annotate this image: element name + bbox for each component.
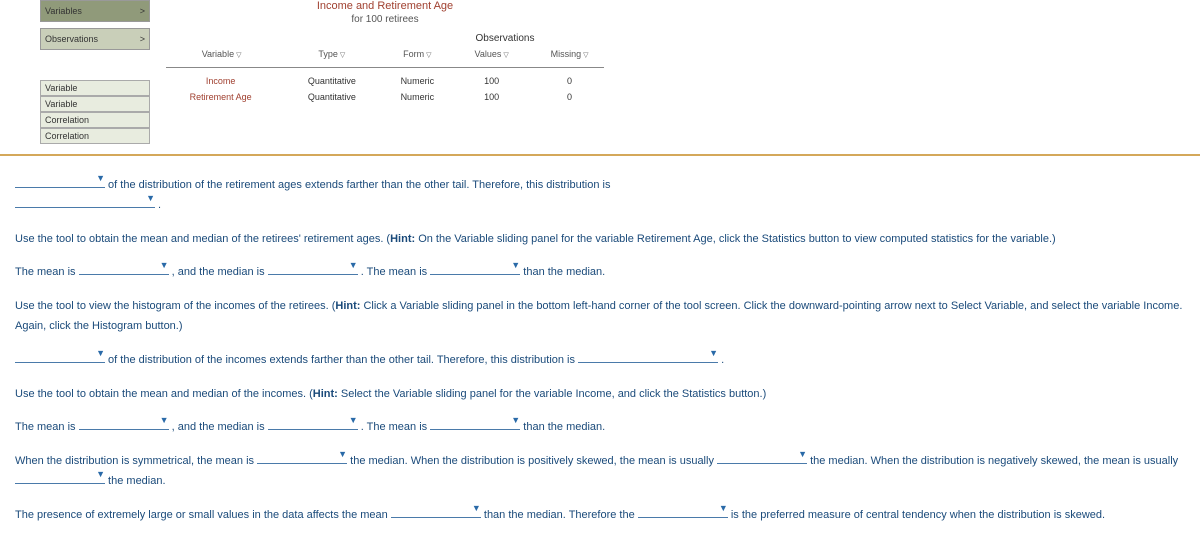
dropdown-affects[interactable]	[391, 517, 481, 518]
left-panel-stack: Variables > Observations >	[40, 0, 150, 50]
observations-panel-handle[interactable]: Observations >	[40, 28, 150, 50]
dropdown-preferred[interactable]	[638, 517, 728, 518]
dropdown-median-income[interactable]	[268, 429, 358, 430]
chevron-right-icon: >	[140, 34, 145, 44]
hint-label: Hint:	[335, 300, 360, 312]
variables-label: Variables	[45, 6, 82, 16]
variables-panel-handle[interactable]: Variables >	[40, 0, 150, 22]
hint-label: Hint:	[313, 388, 338, 400]
tool-viewer: Variables > Observations > Variable Vari…	[0, 0, 1200, 156]
col-values[interactable]: Values▽	[454, 46, 529, 62]
data-summary-panel: Income and Retirement Age for 100 retire…	[160, 0, 610, 144]
question-content: of the distribution of the retirement ag…	[0, 156, 1200, 560]
variables-table: Variable▽ Type▽ Form▽ Values▽ Missing▽ I…	[160, 46, 610, 105]
dropdown-tail-income[interactable]	[15, 362, 105, 363]
col-type[interactable]: Type▽	[283, 46, 380, 62]
table-row: Income Quantitative Numeric 100 0	[160, 73, 610, 89]
col-form[interactable]: Form▽	[380, 46, 454, 62]
correlation-slot[interactable]: Correlation	[40, 112, 150, 128]
variable-slot[interactable]: Variable	[40, 96, 150, 112]
col-missing[interactable]: Missing▽	[529, 46, 610, 62]
dropdown-compare-income[interactable]	[430, 429, 520, 430]
dataset-subtitle: for 100 retirees	[160, 14, 610, 25]
variable-link-retirement-age[interactable]: Retirement Age	[160, 89, 283, 105]
dropdown-mean-retirement[interactable]	[79, 274, 169, 275]
correlation-slot[interactable]: Correlation	[40, 128, 150, 144]
dropdown-negative-skew[interactable]	[15, 483, 105, 484]
bottom-panel-stack: Variable Variable Correlation Correlatio…	[40, 80, 150, 144]
dropdown-positive-skew[interactable]	[717, 463, 807, 464]
dropdown-skew-income[interactable]	[578, 362, 718, 363]
chevron-right-icon: >	[140, 6, 145, 16]
dropdown-skew-retirement[interactable]	[15, 207, 155, 208]
table-row: Retirement Age Quantitative Numeric 100 …	[160, 89, 610, 105]
dataset-title: Income and Retirement Age	[160, 0, 610, 12]
variable-link-income[interactable]: Income	[160, 73, 283, 89]
dropdown-mean-income[interactable]	[79, 429, 169, 430]
dropdown-median-retirement[interactable]	[268, 274, 358, 275]
dropdown-compare-retirement[interactable]	[430, 274, 520, 275]
variable-slot[interactable]: Variable	[40, 80, 150, 96]
observations-label: Observations	[45, 34, 98, 44]
col-variable[interactable]: Variable▽	[160, 46, 283, 62]
observations-header: Observations	[400, 33, 610, 44]
dropdown-symmetric[interactable]	[257, 463, 347, 464]
dropdown-tail-retirement[interactable]	[15, 187, 105, 188]
hint-label: Hint:	[390, 233, 415, 245]
